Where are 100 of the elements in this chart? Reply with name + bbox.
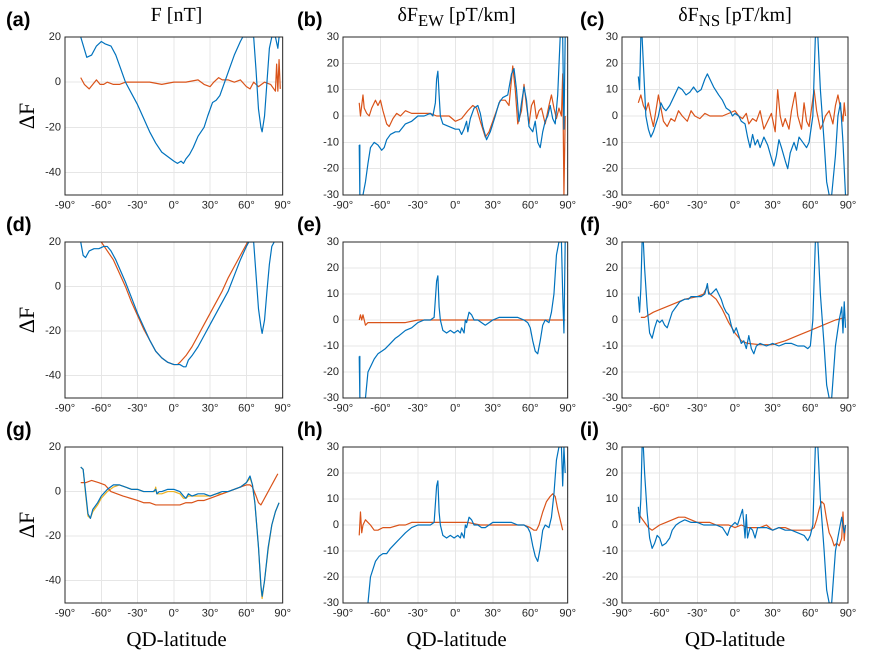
x-tick-label: -30° [127, 200, 148, 212]
y-tick-label: 20 [326, 57, 339, 70]
y-tick-label: 0 [332, 314, 339, 326]
x-tick-label: -90° [612, 402, 632, 415]
y-tick-label: 0 [54, 76, 61, 88]
x-tick-label: 90° [559, 402, 576, 415]
x-tick-label: 90° [559, 608, 576, 620]
x-tick-label: -60° [91, 608, 112, 620]
x-tick-label: 0° [730, 608, 740, 620]
x-tick-label: 0° [730, 200, 740, 212]
text: (c) [580, 9, 604, 32]
y-tick-label: 0 [332, 519, 339, 532]
x-tick-label: -30° [687, 200, 708, 212]
y-tick-label: 0 [54, 486, 61, 498]
text: (e) [297, 214, 322, 237]
y-tick-label: -20 [323, 162, 339, 175]
y-tick-label: -10 [602, 340, 618, 352]
y-tick-label: 30 [606, 236, 618, 248]
chart-title: F [nT] [150, 4, 204, 27]
x-tick-label: 60° [802, 200, 819, 212]
y-tick-label: 30 [606, 441, 618, 454]
y-tick-label: -20 [602, 366, 618, 378]
x-tick-label: -30° [127, 402, 148, 415]
x-tick-label: -90° [332, 402, 354, 415]
y-tick-label: 30 [326, 441, 339, 454]
chart-title: δF$_{EW}$ [pT/km] [396, 4, 517, 31]
y-tick-label: -20 [323, 366, 339, 378]
x-axis-title: QD-latitude [125, 627, 228, 652]
y-tick-label: 10 [326, 84, 339, 96]
x-tick-label: -30° [127, 608, 148, 620]
x-tick-label: 0° [730, 402, 740, 415]
x-tick-label: 60° [802, 608, 819, 620]
x-tick-label: -90° [612, 200, 632, 212]
y-tick-label: 0 [54, 280, 61, 293]
y-axis-title: ΔF [14, 102, 40, 130]
x-tick-label: 90° [274, 608, 292, 620]
y-tick-label: -10 [323, 136, 339, 148]
x-tick-label: -30° [408, 608, 428, 620]
x-tick-label: 0° [450, 200, 461, 212]
x-tick-label: -30° [408, 200, 428, 212]
y-tick-label: 20 [606, 57, 618, 70]
x-tick-label: 60° [238, 402, 255, 415]
x-tick-label: 30° [484, 200, 502, 212]
x-tick-label: -30° [687, 402, 708, 415]
y-tick-label: 0 [612, 110, 618, 122]
y-tick-label: 30 [326, 31, 339, 44]
x-tick-label: -60° [91, 200, 112, 212]
x-tick-label: -60° [650, 402, 670, 415]
y-tick-label: 20 [606, 467, 618, 480]
x-tick-label: -90° [332, 200, 354, 212]
y-tick-label: -30 [602, 392, 618, 404]
y-tick-label: -40 [45, 370, 61, 382]
y-tick-label: -40 [45, 574, 61, 587]
y-tick-label: -20 [45, 530, 61, 542]
y-tick-label: 20 [48, 236, 61, 248]
y-tick-label: -30 [602, 189, 618, 202]
x-axis-title: QD-latitude [405, 627, 508, 652]
x-tick-label: 30° [764, 402, 781, 415]
text: (i) [580, 419, 599, 442]
x-tick-label: 0° [168, 402, 180, 415]
y-tick-label: -40 [45, 166, 61, 178]
y-tick-label: -30 [323, 597, 339, 610]
y-tick-label: 30 [606, 31, 618, 44]
y-tick-label: 20 [326, 262, 339, 274]
x-tick-label: 90° [840, 402, 856, 415]
text: (f) [580, 214, 600, 237]
y-tick-label: 20 [606, 262, 618, 274]
y-tick-label: -10 [323, 545, 339, 558]
y-tick-label: 0 [612, 314, 618, 326]
x-tick-label: -90° [54, 402, 76, 415]
x-tick-label: 30° [202, 608, 218, 620]
x-tick-label: 0° [450, 608, 461, 620]
x-tick-label: 60° [522, 200, 539, 212]
y-tick-label: -30 [323, 392, 339, 404]
x-tick-label: -90° [54, 608, 76, 620]
x-tick-label: -30° [408, 402, 428, 415]
y-tick-label: 10 [326, 493, 339, 506]
text: (h) [297, 419, 323, 442]
y-tick-label: 0 [612, 519, 618, 532]
x-tick-label: -90° [612, 608, 632, 620]
y-tick-label: 20 [326, 467, 339, 480]
x-tick-label: -90° [54, 200, 76, 212]
y-axis-title: ΔF [14, 306, 40, 334]
y-tick-label: -30 [602, 597, 618, 610]
x-tick-label: 60° [238, 608, 255, 620]
y-tick-label: 10 [606, 288, 618, 300]
x-tick-label: 30° [764, 608, 781, 620]
y-tick-label: -20 [323, 571, 339, 584]
x-tick-label: 30° [764, 200, 781, 212]
chart-title: δF$_{NS}$ [pT/km] [677, 4, 793, 31]
x-tick-label: 90° [840, 608, 856, 620]
y-tick-label: 10 [326, 288, 339, 300]
y-tick-label: 30 [326, 236, 339, 248]
y-tick-label: -20 [45, 121, 61, 134]
x-tick-label: -60° [370, 200, 391, 212]
y-tick-label: -30 [323, 189, 339, 202]
y-tick-label: -20 [602, 162, 618, 175]
y-tick-label: 10 [606, 84, 618, 96]
x-tick-label: 90° [274, 402, 292, 415]
y-tick-label: -10 [602, 136, 618, 148]
